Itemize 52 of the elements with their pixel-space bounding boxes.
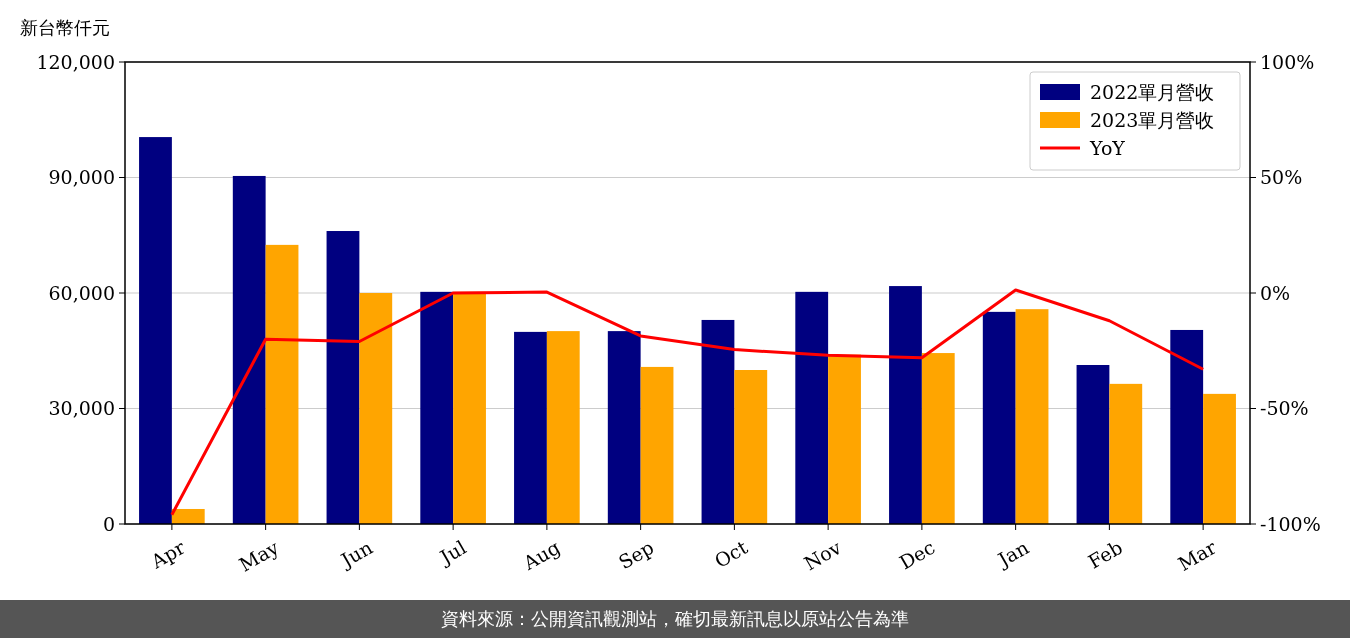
bar	[1015, 309, 1049, 524]
source-note: 資料來源：公開資訊觀測站，確切最新訊息以原站公告為準	[441, 608, 909, 630]
bar	[232, 175, 266, 524]
y2-tick-label: 100%	[1260, 50, 1315, 73]
legend-label: 2022單月營收	[1090, 80, 1215, 103]
x-tick-label: Dec	[895, 535, 939, 574]
bar	[1109, 383, 1143, 524]
bar	[889, 286, 922, 524]
y2-tick-label: -50%	[1260, 397, 1309, 420]
y-tick-label: 120,000	[36, 50, 115, 73]
x-tick-label: Jun	[335, 535, 377, 573]
bar	[453, 291, 486, 524]
y-tick-label: 30,000	[48, 397, 115, 420]
x-tick-label: Oct	[710, 535, 752, 572]
x-tick-label: Jan	[992, 535, 1033, 572]
bar	[1203, 393, 1236, 524]
bar	[171, 508, 205, 524]
bar	[640, 366, 674, 524]
bar	[701, 319, 735, 524]
x-tick-label: Apr	[146, 535, 190, 573]
y2-tick-label: -100%	[1260, 512, 1321, 535]
bar	[359, 293, 393, 524]
x-tick-label: Feb	[1084, 535, 1127, 573]
y2-tick-label: 0%	[1260, 281, 1291, 304]
y-tick-label: 90,000	[48, 166, 115, 189]
bar	[514, 331, 547, 524]
bar	[265, 244, 299, 524]
x-tick-label: Jul	[434, 535, 470, 569]
y2-tick-label: 50%	[1260, 166, 1303, 189]
bar	[546, 331, 580, 524]
legend-label: YoY	[1089, 136, 1126, 159]
legend-label: 2023單月營收	[1090, 108, 1215, 131]
bar	[139, 137, 172, 524]
x-tick-label: May	[235, 535, 283, 576]
bar	[607, 331, 641, 524]
bar	[1076, 365, 1110, 524]
x-tick-label: Nov	[800, 535, 845, 575]
x-tick-label: Aug	[518, 535, 564, 575]
y-tick-label: 60,000	[48, 281, 115, 304]
bar	[982, 311, 1016, 524]
bar	[1170, 329, 1204, 524]
bar	[734, 370, 768, 524]
bar	[420, 291, 454, 524]
bar	[795, 291, 829, 524]
y-axis-title: 新台幣仟元	[20, 17, 110, 38]
line-series	[170, 288, 1205, 517]
x-tick-label: Mar	[1174, 535, 1221, 575]
bar	[921, 353, 955, 524]
bar	[326, 231, 360, 524]
y-tick-label: 0	[102, 512, 115, 535]
bar	[828, 354, 861, 524]
x-tick-label: Sep	[614, 535, 658, 574]
